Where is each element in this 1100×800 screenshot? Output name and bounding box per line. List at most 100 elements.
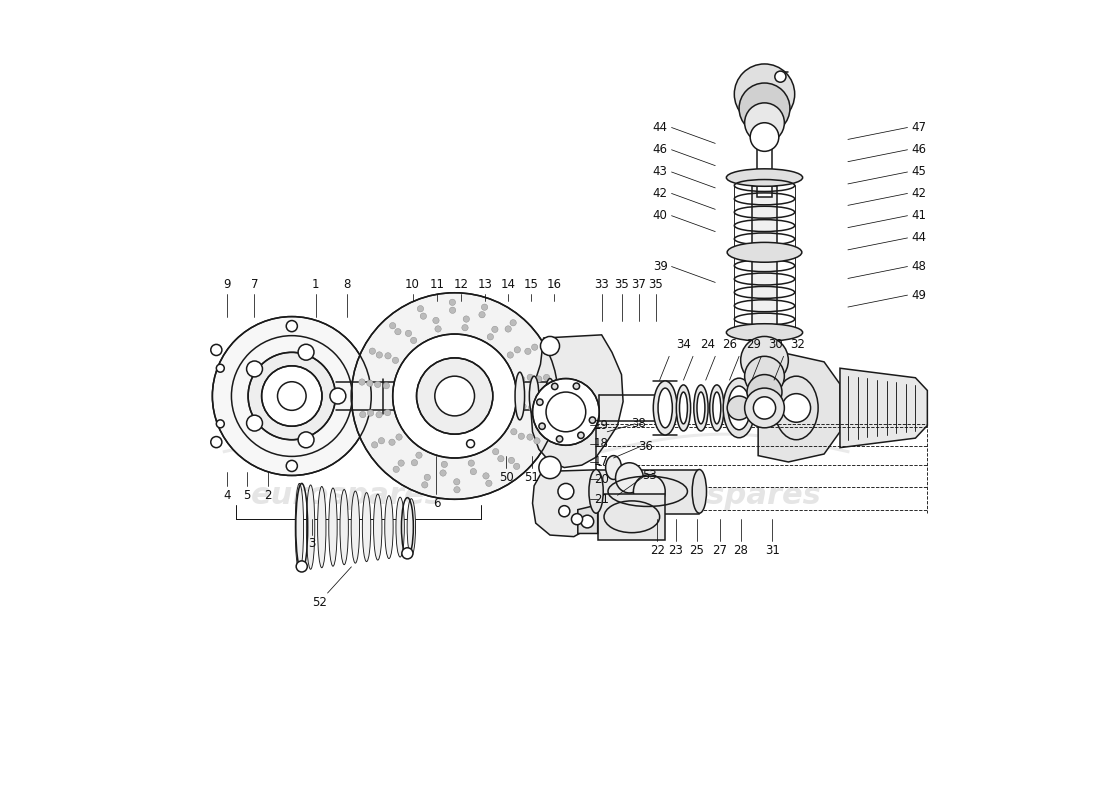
Text: 14: 14 (500, 278, 516, 291)
Circle shape (425, 474, 430, 481)
Circle shape (217, 420, 224, 428)
Circle shape (383, 382, 389, 389)
Circle shape (536, 376, 542, 382)
Circle shape (398, 460, 405, 466)
Text: 9: 9 (223, 278, 230, 291)
Ellipse shape (385, 496, 393, 558)
Circle shape (487, 334, 494, 340)
Text: 15: 15 (524, 278, 538, 291)
Circle shape (497, 455, 504, 462)
Circle shape (735, 64, 794, 124)
Circle shape (402, 548, 412, 559)
Ellipse shape (726, 324, 803, 342)
Circle shape (367, 410, 374, 416)
Circle shape (421, 482, 428, 488)
Ellipse shape (588, 470, 603, 514)
Circle shape (754, 397, 776, 419)
Polygon shape (531, 335, 623, 467)
Ellipse shape (692, 470, 706, 514)
Circle shape (469, 460, 474, 466)
Text: 25: 25 (690, 545, 704, 558)
Circle shape (483, 473, 490, 479)
Circle shape (366, 380, 373, 386)
Circle shape (578, 432, 584, 438)
Text: 35: 35 (648, 278, 663, 291)
Circle shape (286, 460, 297, 471)
Ellipse shape (653, 381, 678, 435)
Ellipse shape (515, 372, 525, 420)
Circle shape (539, 423, 546, 430)
Circle shape (557, 436, 563, 442)
Circle shape (510, 319, 516, 326)
Text: 5: 5 (243, 489, 250, 502)
Circle shape (740, 337, 789, 384)
Circle shape (750, 394, 779, 422)
Text: 18: 18 (594, 437, 608, 450)
Circle shape (372, 442, 377, 448)
Circle shape (374, 382, 381, 387)
Circle shape (384, 410, 390, 416)
Circle shape (573, 383, 580, 390)
Text: 19: 19 (594, 419, 608, 432)
Polygon shape (758, 354, 840, 462)
Circle shape (376, 411, 383, 418)
Ellipse shape (307, 485, 315, 570)
Circle shape (539, 457, 561, 478)
Circle shape (747, 374, 782, 410)
Circle shape (454, 486, 460, 493)
Circle shape (453, 478, 460, 485)
Circle shape (249, 352, 336, 440)
Text: 45: 45 (912, 166, 926, 178)
Text: 46: 46 (912, 143, 926, 156)
Circle shape (470, 469, 476, 474)
Text: 30: 30 (768, 338, 783, 351)
Circle shape (211, 437, 222, 448)
Text: 26: 26 (722, 338, 737, 351)
Ellipse shape (561, 380, 571, 412)
Circle shape (514, 346, 520, 353)
Text: 42: 42 (912, 187, 926, 200)
Ellipse shape (634, 474, 665, 508)
Polygon shape (532, 470, 604, 537)
Text: 44: 44 (912, 231, 926, 245)
Text: 10: 10 (405, 278, 420, 291)
Text: 29: 29 (746, 338, 761, 351)
Text: 39: 39 (652, 260, 668, 273)
Circle shape (393, 466, 399, 473)
Text: 38: 38 (631, 418, 647, 430)
Text: 17: 17 (594, 455, 608, 469)
Circle shape (544, 407, 550, 414)
Circle shape (298, 344, 314, 360)
Circle shape (462, 325, 469, 331)
Text: 46: 46 (652, 143, 668, 156)
Circle shape (450, 307, 455, 314)
Circle shape (774, 71, 786, 82)
Circle shape (527, 434, 534, 440)
Ellipse shape (407, 498, 416, 555)
Circle shape (537, 406, 542, 412)
Text: 47: 47 (912, 121, 926, 134)
Text: 50: 50 (499, 471, 514, 484)
Text: 16: 16 (547, 278, 561, 291)
Ellipse shape (606, 456, 621, 479)
Circle shape (286, 321, 297, 332)
Circle shape (466, 440, 474, 448)
Circle shape (514, 463, 520, 470)
Text: 23: 23 (668, 545, 683, 558)
Circle shape (590, 417, 595, 423)
Circle shape (405, 330, 411, 337)
Circle shape (507, 352, 514, 358)
Circle shape (527, 374, 534, 381)
Polygon shape (538, 471, 586, 511)
Circle shape (211, 344, 222, 355)
Circle shape (370, 348, 375, 354)
Text: 43: 43 (652, 166, 668, 178)
Circle shape (508, 458, 515, 463)
Ellipse shape (710, 385, 724, 431)
Text: 4: 4 (223, 489, 230, 502)
Ellipse shape (329, 488, 338, 566)
Circle shape (745, 388, 784, 428)
Text: 34: 34 (676, 338, 691, 351)
Circle shape (217, 364, 224, 372)
Ellipse shape (727, 242, 802, 262)
